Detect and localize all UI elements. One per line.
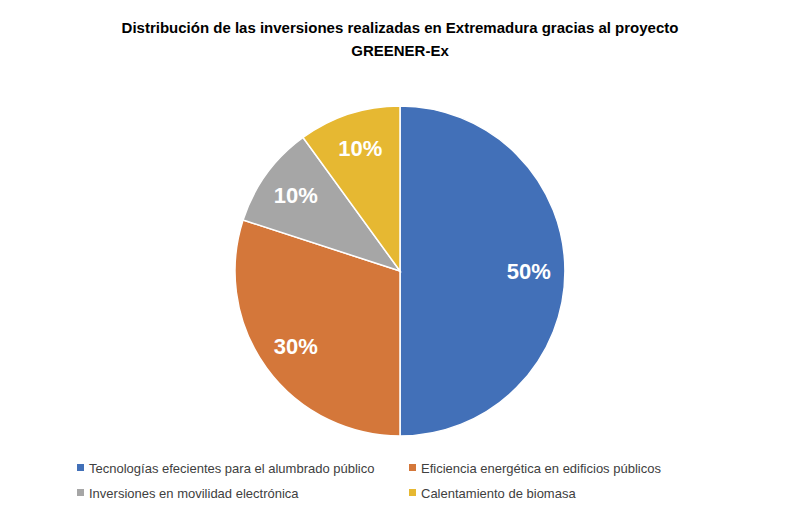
- legend-label: Eficiencia energética en edificios públi…: [421, 461, 661, 476]
- legend-swatch: [409, 464, 416, 471]
- background: [0, 0, 800, 512]
- data-label: 10%: [338, 136, 382, 161]
- data-label: 30%: [274, 334, 318, 359]
- legend: Tecnologías efecientes para el alumbrado…: [77, 461, 661, 501]
- legend-swatch: [77, 464, 84, 471]
- legend-label: Inversiones en movilidad electrónica: [89, 486, 299, 501]
- legend-swatch: [409, 489, 416, 496]
- title-line: GREENER-Ex: [351, 42, 449, 59]
- legend-label: Calentamiento de biomasa: [421, 486, 576, 501]
- title: Distribución de las inversiones realizad…: [122, 19, 679, 59]
- data-label: 10%: [274, 183, 318, 208]
- legend-label: Tecnologías efecientes para el alumbrado…: [89, 461, 374, 476]
- chart: Distribución de las inversiones realizad…: [0, 0, 800, 512]
- data-labels: 50% 30% 10% 10%: [274, 136, 551, 359]
- slice: [400, 106, 565, 436]
- data-label: 50%: [507, 259, 551, 284]
- title-line: Distribución de las inversiones realizad…: [122, 19, 679, 36]
- legend-swatch: [77, 489, 84, 496]
- slices: [235, 106, 565, 436]
